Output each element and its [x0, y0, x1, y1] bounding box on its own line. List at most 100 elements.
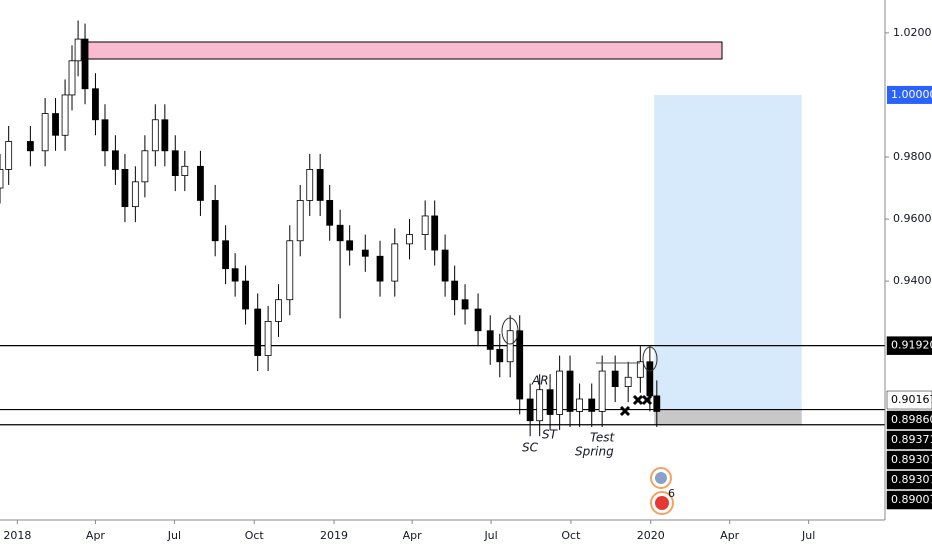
price-label-bg — [886, 490, 932, 510]
x-tick-label: Oct — [245, 529, 265, 542]
candle-body — [264, 321, 272, 356]
candle-body — [74, 38, 82, 62]
price-label: 0.89007 — [891, 493, 932, 506]
candle-body — [296, 200, 304, 242]
x-tick-label: Oct — [561, 529, 581, 542]
candle-body — [653, 395, 661, 412]
event-flag — [655, 472, 667, 484]
candle-body — [161, 119, 169, 152]
price-label-bg — [886, 336, 932, 355]
candle-body — [496, 348, 504, 363]
candle-body — [286, 240, 294, 301]
candle-body — [536, 389, 544, 422]
candle-body — [588, 398, 596, 412]
price-label: 0.91920 — [891, 339, 932, 352]
candle-body — [242, 280, 249, 310]
price-label-bg — [886, 450, 932, 470]
x-markers — [619, 394, 653, 417]
candle-body — [598, 370, 606, 412]
candle-body — [231, 268, 239, 282]
candle-body — [636, 361, 644, 378]
candles — [0, 20, 661, 437]
event-flag — [655, 496, 669, 510]
candle-body — [336, 224, 344, 242]
candle-body — [421, 215, 429, 235]
candle-body — [171, 150, 179, 177]
candle-body — [41, 113, 49, 152]
price-label-bg — [886, 390, 932, 410]
candle-body — [516, 330, 524, 400]
candle-body — [5, 141, 13, 170]
candle-body — [526, 398, 534, 422]
candle-body — [52, 113, 59, 136]
price-label-bg — [886, 470, 932, 490]
candle-body — [92, 88, 99, 121]
price-label-bg — [886, 410, 932, 430]
candle-body — [101, 119, 109, 152]
candle-body — [68, 60, 76, 96]
candle-body — [406, 234, 413, 245]
drawings — [0, 41, 885, 426]
x-tick-label: Jul — [801, 529, 815, 542]
annotation: ST — [542, 428, 559, 442]
candle-body — [566, 370, 574, 412]
circle-marker — [642, 346, 658, 372]
candle-body — [197, 165, 204, 201]
candle-body — [474, 308, 482, 332]
annotation: SC — [522, 441, 539, 455]
annotation: Test — [590, 431, 615, 445]
candle-body — [506, 330, 514, 363]
price-label: 0.89371 — [891, 433, 932, 446]
stop-zone — [654, 409, 802, 425]
x-tick-label: Jul — [167, 529, 181, 542]
circle-marker — [501, 317, 519, 345]
x-tick-label: 2018 — [3, 529, 31, 542]
candle-body — [451, 280, 459, 301]
candle-body — [222, 240, 229, 270]
candle-body — [26, 141, 34, 152]
x-tick-label: Jul — [483, 529, 497, 542]
annotation: Spring — [575, 445, 614, 459]
candle-body — [611, 370, 619, 387]
supply-zone — [79, 41, 723, 60]
candle-body — [121, 169, 129, 208]
x-tick-label: Apr — [720, 529, 740, 542]
target-label-bg — [887, 85, 932, 104]
candle-body — [346, 240, 354, 251]
event-count: 6 — [668, 487, 675, 500]
price-label: 0.89307 — [891, 473, 932, 486]
candle-body — [181, 165, 189, 177]
candle-body — [275, 299, 282, 322]
candle-body — [61, 94, 69, 136]
candle-body — [111, 150, 119, 170]
candle-body — [211, 200, 219, 242]
y-tick-label: 1.02000 — [893, 26, 932, 39]
candle-body — [486, 330, 494, 350]
candle-body — [431, 215, 439, 251]
target-label: 1.00000 — [891, 88, 932, 101]
candle-body — [391, 243, 399, 282]
candle-body — [556, 370, 564, 415]
x-tick-label: 2019 — [320, 529, 348, 542]
candle-body — [441, 249, 449, 282]
y-tick-label: 0.98000 — [893, 150, 932, 163]
candle-body — [316, 169, 324, 201]
candle-body — [546, 389, 554, 415]
candle-body — [461, 299, 469, 310]
price-label: 0.89860 — [891, 413, 932, 426]
annotation: AR — [531, 374, 549, 388]
candle-body — [326, 200, 334, 226]
price-label: 0.89307 — [891, 453, 932, 466]
candle-body — [646, 361, 654, 397]
candle-body — [131, 181, 139, 208]
target-zone — [654, 94, 802, 410]
candle-body — [254, 308, 262, 356]
candle-body — [624, 376, 632, 387]
x-tick-label: 2020 — [637, 529, 665, 542]
x-tick-label: Apr — [86, 529, 106, 542]
candle-body — [361, 249, 369, 257]
